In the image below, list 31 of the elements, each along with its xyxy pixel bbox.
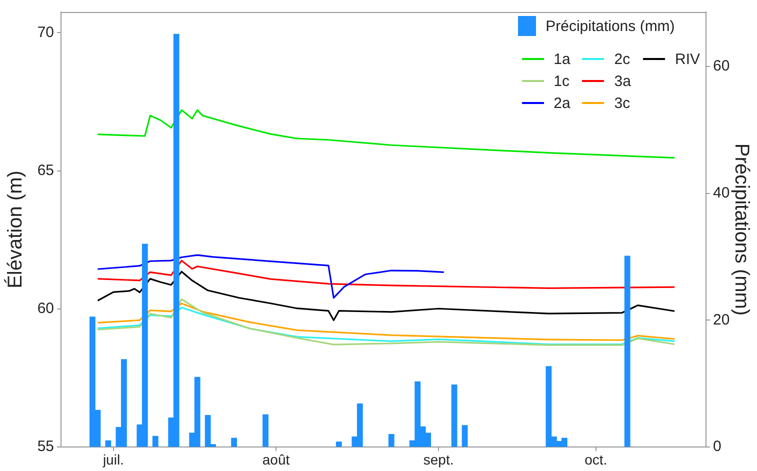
y2-tick-label: 0 xyxy=(713,438,722,456)
y-tick-label: 55 xyxy=(37,438,54,456)
bar xyxy=(624,256,630,447)
legend-label: Précipitations (mm) xyxy=(546,18,675,34)
y-axis-title: Élévation (m) xyxy=(4,170,27,288)
bar xyxy=(231,438,237,447)
bar xyxy=(105,440,112,447)
bar xyxy=(262,414,268,447)
y2-tick-label: 20 xyxy=(713,311,730,328)
y2-tick-label: 60 xyxy=(713,58,730,75)
bar xyxy=(388,434,394,447)
y-tick-label: 65 xyxy=(37,162,54,179)
y2-tick-label: 40 xyxy=(713,184,730,202)
legend-label: 2c xyxy=(614,50,630,68)
y-tick-label: 60 xyxy=(37,300,54,318)
legend-label: 2a xyxy=(554,94,570,112)
legend-label: 3a xyxy=(614,72,631,90)
legend-label: 3c xyxy=(614,94,630,112)
bar xyxy=(451,384,458,447)
x-tick-label: août xyxy=(262,451,290,468)
x-tick-label: sept. xyxy=(423,451,454,468)
bar xyxy=(152,436,158,447)
bar xyxy=(336,442,342,447)
legend-label: 1c xyxy=(554,72,570,90)
x-tick-label: juil. xyxy=(102,451,124,468)
y2-axis-title: Précipitations (mm) xyxy=(730,143,752,316)
bar xyxy=(462,425,468,447)
legend-label: 1a xyxy=(554,50,570,68)
legend-label: RIV xyxy=(674,50,700,68)
x-tick-label: oct. xyxy=(584,451,608,468)
y-tick-label: 70 xyxy=(37,24,54,41)
